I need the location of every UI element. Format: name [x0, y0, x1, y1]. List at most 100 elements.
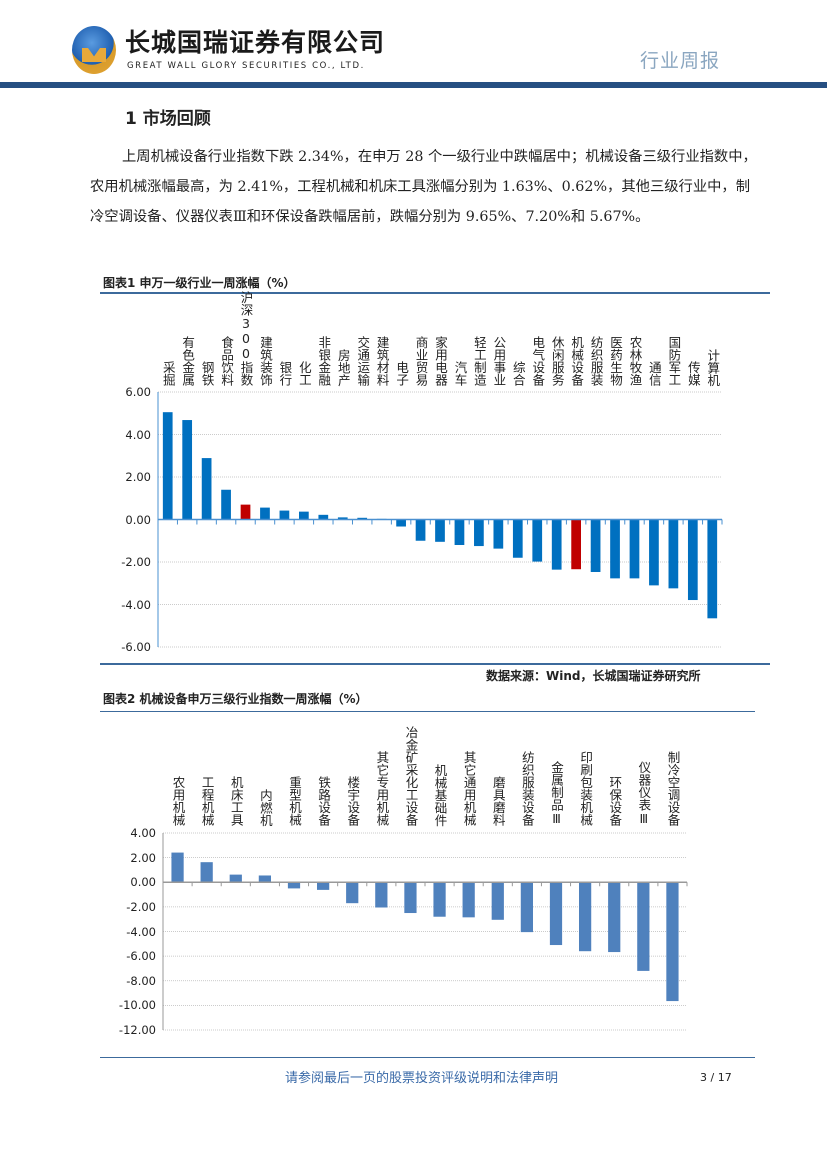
bar-其它专用机械: [375, 882, 388, 908]
y-tick-label: -4.00: [126, 924, 156, 939]
figure2-bottom-rule: [100, 1057, 755, 1058]
category-label: 纺织服装设备: [519, 751, 535, 826]
bar-制冷空调设备: [666, 882, 679, 1002]
y-tick-label: -2.00: [121, 555, 151, 569]
bar-农林牧渔: [629, 519, 640, 579]
y-tick-label: 0.00: [130, 875, 156, 890]
bar-食品饮料: [221, 489, 231, 520]
bar-冶金矿采化工设备: [404, 882, 417, 914]
chart-svg: [162, 832, 688, 1031]
y-tick-label: -10.00: [118, 998, 156, 1013]
category-label: 家用电器: [433, 336, 448, 386]
category-label: 银行: [277, 361, 293, 386]
category-label: 汽车: [452, 361, 468, 386]
bar-银行: [279, 510, 290, 520]
bar-沪深300指数: [240, 504, 251, 520]
category-label: 电子: [394, 361, 410, 386]
category-label: 食品饮料: [219, 336, 235, 386]
figure1-bottom-rule: [100, 663, 770, 665]
category-label: 采掘: [160, 361, 176, 386]
bar-交通运输: [357, 517, 368, 520]
report-type: 行业周报: [640, 50, 721, 72]
bar-房地产: [337, 517, 348, 520]
category-label: 有色金属: [180, 336, 196, 386]
category-label: 农林牧渔: [627, 336, 643, 386]
bar-化工: [299, 511, 309, 520]
category-label: 建筑装饰: [257, 336, 273, 386]
category-label: 休闲服务: [549, 336, 565, 386]
bar-机床工具: [229, 874, 242, 883]
category-label: 商业贸易: [413, 336, 429, 386]
header-divider: [0, 82, 827, 88]
y-tick-label: 0.00: [125, 512, 151, 527]
y-tick-label: 2.00: [125, 470, 151, 484]
y-tick-label: -12.00: [118, 1023, 156, 1037]
bar-印刷包装机械: [578, 882, 592, 952]
category-label: 医药生物: [608, 336, 624, 386]
figure2-top-rule: [100, 711, 755, 712]
bar-纺织服装设备: [520, 882, 534, 933]
company-name-en: GREAT WALL GLORY SECURITIES CO., LTD.: [127, 61, 365, 71]
figure1-top-rule: [100, 292, 770, 294]
category-label: 重型机械: [287, 776, 302, 826]
category-label: 非银金融: [316, 336, 332, 386]
bar-农用机械: [171, 852, 184, 883]
figure1-source: 数据来源：Wind，长城国瑞证券研究所: [486, 669, 701, 683]
category-label: 磨具磨料: [490, 776, 506, 826]
bar-非银金融: [318, 514, 329, 520]
bar-机械基础件: [433, 882, 446, 917]
bar-医药生物: [610, 519, 620, 579]
bar-采掘: [162, 412, 173, 520]
category-label: 铁路设备: [316, 776, 332, 826]
bar-轻工制造: [474, 519, 484, 547]
company-name-cn: 长城国瑞证券有限公司: [125, 28, 386, 57]
category-label: 轻工制造: [471, 336, 487, 386]
bar-钢铁: [201, 458, 212, 520]
y-tick-label: -2.00: [126, 899, 156, 914]
category-label: 交通运输: [355, 336, 371, 386]
category-label: 仪器仪表Ⅲ: [636, 761, 652, 826]
y-tick-label: -4.00: [121, 597, 151, 612]
category-label: 国防军工: [666, 336, 682, 386]
category-label: 工程机械: [199, 776, 215, 826]
category-label: 其它专用机械: [374, 751, 390, 826]
category-label: 机械基础件: [432, 763, 448, 827]
category-label: 化工: [296, 361, 312, 386]
category-label: 综合: [510, 361, 526, 386]
category-label: 建筑材料: [374, 336, 390, 386]
category-label: 农用机械: [170, 776, 186, 826]
category-label: 其它通用机械: [461, 751, 477, 826]
footer-disclaimer[interactable]: 请参阅最后一页的股票投资评级说明和法律声明: [285, 1071, 559, 1086]
category-label: 房地产: [335, 348, 351, 387]
page-number: 3 / 17: [700, 1071, 732, 1084]
bar-电气设备: [532, 519, 543, 562]
bar-仪器仪表Ⅲ: [637, 882, 650, 971]
bar-公用事业: [493, 519, 504, 549]
figure1-title: 图表1 申万一级行业一周涨幅（%）: [103, 276, 296, 290]
bar-机械设备: [571, 519, 581, 570]
category-label: 机床工具: [228, 776, 244, 826]
bar-铁路设备: [316, 882, 330, 890]
y-tick-label: 2.00: [130, 850, 156, 865]
chart2: 4.00 2.00 0.00 -2.00 -4.00 -6.00 -8.00 -10.00 -1…: [118, 726, 688, 1037]
bar-环保设备: [608, 882, 621, 953]
category-label: 冶金矿采化工设备: [403, 726, 419, 826]
summary-paragraph: 上周机械设备行业指数下跌 2.34%，在申万 28 个一级行业中跌幅居中；机械设…: [90, 149, 757, 225]
bar-商业贸易: [415, 519, 426, 541]
y-tick-label: -8.00: [126, 973, 156, 988]
bar-金属制品Ⅲ: [549, 882, 563, 946]
bar-有色金属: [182, 420, 193, 520]
bar-楼宇设备: [346, 882, 359, 904]
category-label: 传媒: [685, 361, 701, 386]
category-label: 公用事业: [491, 336, 507, 386]
figure2-title: 图表2 机械设备申万三级行业指数一周涨幅（%）: [103, 692, 368, 706]
y-tick-label: -6.00: [126, 949, 156, 964]
bar-纺织服装: [590, 519, 601, 572]
bar-其它通用机械: [462, 882, 475, 918]
category-label: 沪深300指数: [238, 291, 254, 386]
y-tick-label: 6.00: [125, 385, 151, 399]
bar-休闲服务: [551, 519, 562, 570]
category-label: 楼宇设备: [345, 776, 361, 826]
bar-家用电器: [435, 519, 445, 542]
company-logo: [72, 26, 116, 74]
